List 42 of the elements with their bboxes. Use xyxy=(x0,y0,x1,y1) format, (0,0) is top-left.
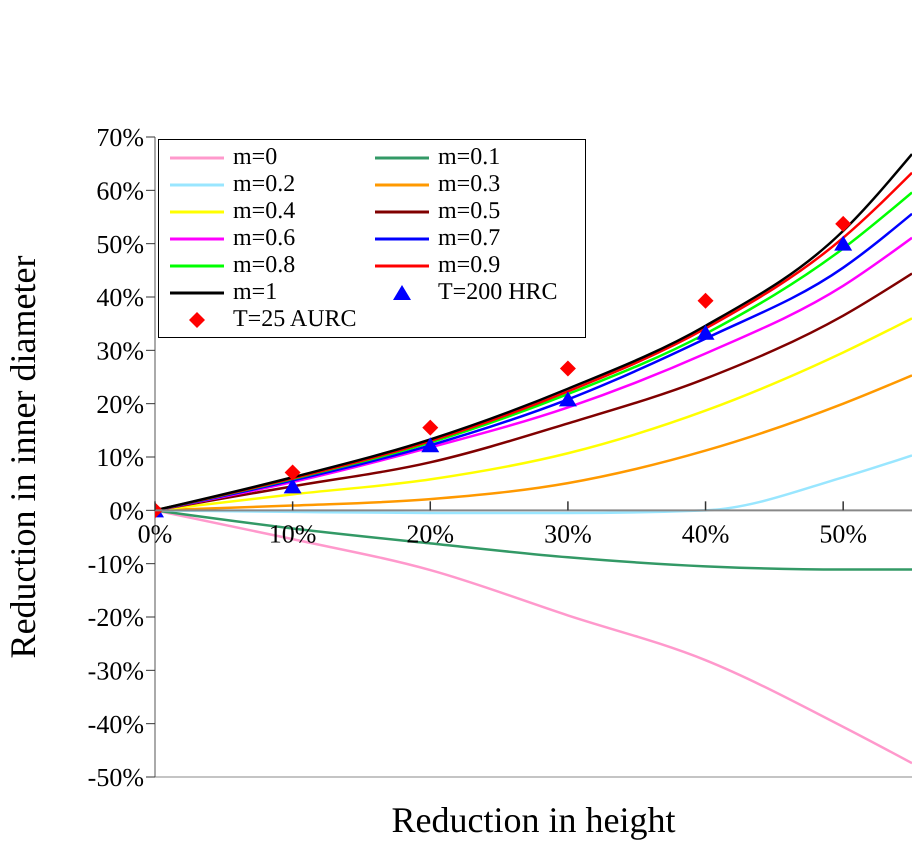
point xyxy=(558,391,577,406)
y-tick-label: 40% xyxy=(96,283,144,312)
legend-label: m=0.2 xyxy=(233,171,296,198)
x-tick-label: 30% xyxy=(544,519,592,548)
legend-label: T=200 HRC xyxy=(438,279,558,306)
legend-label: m=0.1 xyxy=(438,144,500,171)
point xyxy=(284,464,301,480)
y-tick-label: -30% xyxy=(88,656,144,686)
legend-label: T=25 AURC xyxy=(233,306,357,333)
legend-label: m=0.8 xyxy=(233,252,296,279)
y-tick-label: 20% xyxy=(96,390,144,419)
y-tick-label: -50% xyxy=(88,763,144,792)
legend-label: m=0.3 xyxy=(438,171,500,198)
y-tick-label: 10% xyxy=(96,443,144,472)
point xyxy=(421,437,440,452)
point xyxy=(284,478,302,494)
y-tick-label: 50% xyxy=(96,230,144,259)
x-tick-label: 50% xyxy=(819,519,868,548)
legend-label: m=0.5 xyxy=(438,198,500,225)
point xyxy=(834,236,852,251)
legend-label: m=0.6 xyxy=(233,225,296,252)
y-tick-label: 70% xyxy=(96,123,144,152)
point xyxy=(560,360,576,376)
point xyxy=(696,324,715,340)
point xyxy=(835,216,852,232)
y-tick-label: -10% xyxy=(88,550,144,579)
x-tick-label: 40% xyxy=(682,519,730,548)
x-axis-title: Reduction in height xyxy=(392,800,676,840)
legend-label: m=1 xyxy=(233,279,278,306)
legend-label: m=0.7 xyxy=(438,225,500,252)
legend-label: m=0.4 xyxy=(233,198,296,225)
point xyxy=(698,292,714,309)
y-tick-label: -40% xyxy=(88,710,144,739)
point xyxy=(422,420,438,436)
y-axis-title: Reduction in inner diameter xyxy=(2,256,43,658)
y-tick-label: 60% xyxy=(96,176,144,206)
legend-label: m=0.9 xyxy=(438,252,500,279)
y-tick-label: 0% xyxy=(109,496,144,526)
legend-label: m=0 xyxy=(233,144,278,171)
y-tick-label: -20% xyxy=(88,603,144,632)
x-tick-label: 20% xyxy=(406,519,454,548)
y-tick-label: 30% xyxy=(96,336,144,366)
